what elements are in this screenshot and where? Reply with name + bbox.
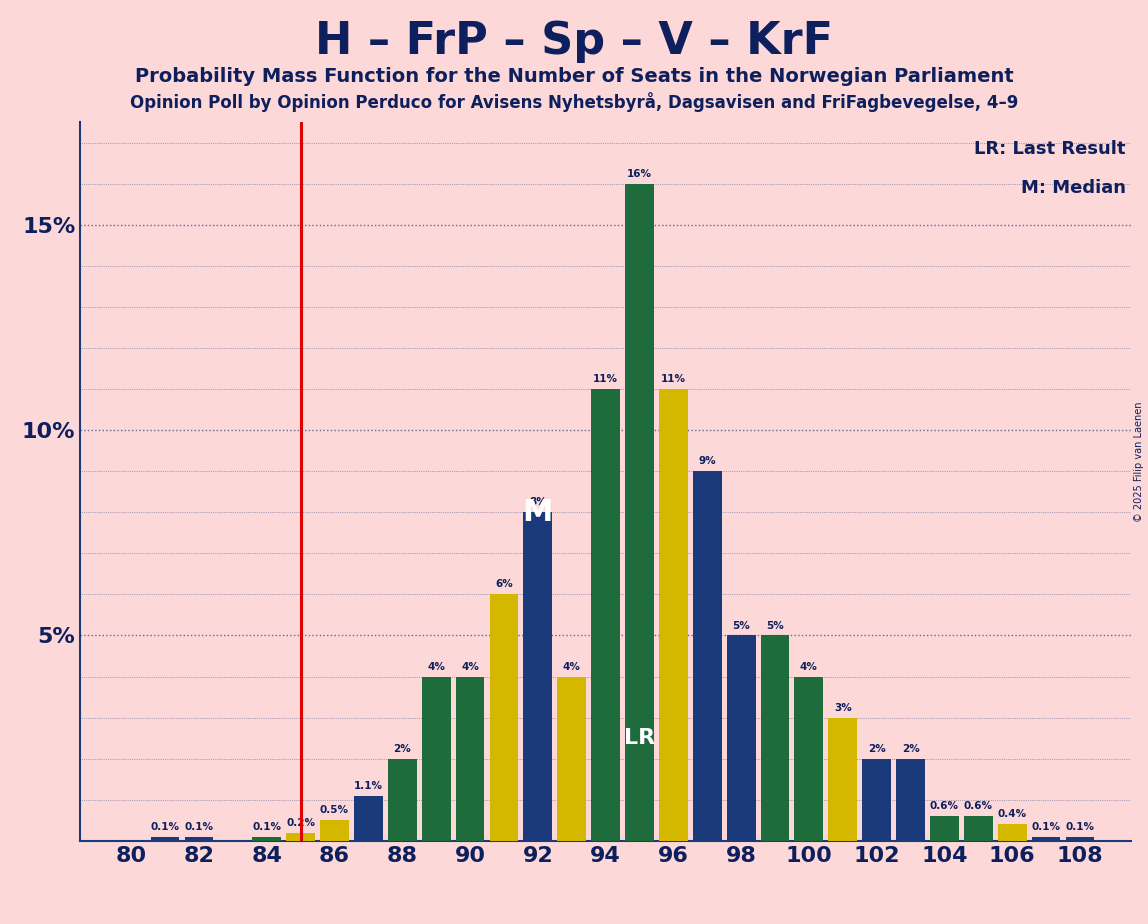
Bar	[829, 718, 858, 841]
Bar	[794, 676, 823, 841]
Text: 0.1%: 0.1%	[1065, 821, 1094, 832]
Text: 6%: 6%	[495, 579, 513, 590]
Bar	[320, 821, 349, 841]
Bar	[557, 676, 587, 841]
Text: 11%: 11%	[661, 374, 685, 384]
Bar	[591, 389, 620, 841]
Text: 5%: 5%	[732, 621, 750, 630]
Bar	[253, 837, 281, 841]
Text: 0.1%: 0.1%	[1032, 821, 1061, 832]
Text: 1.1%: 1.1%	[354, 781, 383, 791]
Bar	[693, 471, 722, 841]
Text: © 2025 Filip van Laenen: © 2025 Filip van Laenen	[1134, 402, 1143, 522]
Text: 4%: 4%	[800, 662, 817, 672]
Bar	[388, 759, 417, 841]
Text: 2%: 2%	[394, 744, 411, 754]
Bar	[150, 837, 179, 841]
Text: 2%: 2%	[901, 744, 920, 754]
Bar	[659, 389, 688, 841]
Text: M: M	[522, 498, 553, 527]
Bar	[1032, 837, 1061, 841]
Text: LR: Last Result: LR: Last Result	[974, 140, 1125, 158]
Bar	[897, 759, 925, 841]
Bar	[523, 512, 552, 841]
Text: 16%: 16%	[627, 169, 652, 178]
Text: LR: LR	[623, 728, 656, 748]
Text: 0.5%: 0.5%	[320, 806, 349, 815]
Text: 5%: 5%	[766, 621, 784, 630]
Text: 8%: 8%	[529, 497, 546, 507]
Bar	[1065, 837, 1094, 841]
Text: 11%: 11%	[594, 374, 618, 384]
Bar	[930, 816, 959, 841]
Bar	[998, 824, 1026, 841]
Bar	[354, 796, 382, 841]
Text: Opinion Poll by Opinion Perduco for Avisens Nyhetsbyrå, Dagsavisen and FriFagbev: Opinion Poll by Opinion Perduco for Avis…	[130, 92, 1018, 113]
Bar	[286, 833, 315, 841]
Bar	[727, 636, 755, 841]
Text: 4%: 4%	[461, 662, 479, 672]
Bar	[421, 676, 450, 841]
Text: 0.1%: 0.1%	[253, 821, 281, 832]
Bar	[489, 594, 518, 841]
Text: 0.2%: 0.2%	[286, 818, 315, 828]
Text: 0.1%: 0.1%	[150, 821, 179, 832]
Bar	[185, 837, 214, 841]
Text: H – FrP – Sp – V – KrF: H – FrP – Sp – V – KrF	[315, 20, 833, 64]
Text: 0.6%: 0.6%	[964, 801, 993, 811]
Text: 9%: 9%	[698, 456, 716, 467]
Text: 0.1%: 0.1%	[185, 821, 214, 832]
Bar	[862, 759, 891, 841]
Text: Probability Mass Function for the Number of Seats in the Norwegian Parliament: Probability Mass Function for the Number…	[134, 67, 1014, 86]
Text: M: Median: M: Median	[1021, 179, 1125, 198]
Bar	[761, 636, 790, 841]
Text: 2%: 2%	[868, 744, 885, 754]
Bar	[625, 184, 654, 841]
Bar	[964, 816, 993, 841]
Bar	[456, 676, 484, 841]
Text: 4%: 4%	[563, 662, 581, 672]
Text: 4%: 4%	[427, 662, 445, 672]
Text: 0.6%: 0.6%	[930, 801, 959, 811]
Text: 3%: 3%	[833, 702, 852, 712]
Text: 0.4%: 0.4%	[998, 809, 1026, 820]
